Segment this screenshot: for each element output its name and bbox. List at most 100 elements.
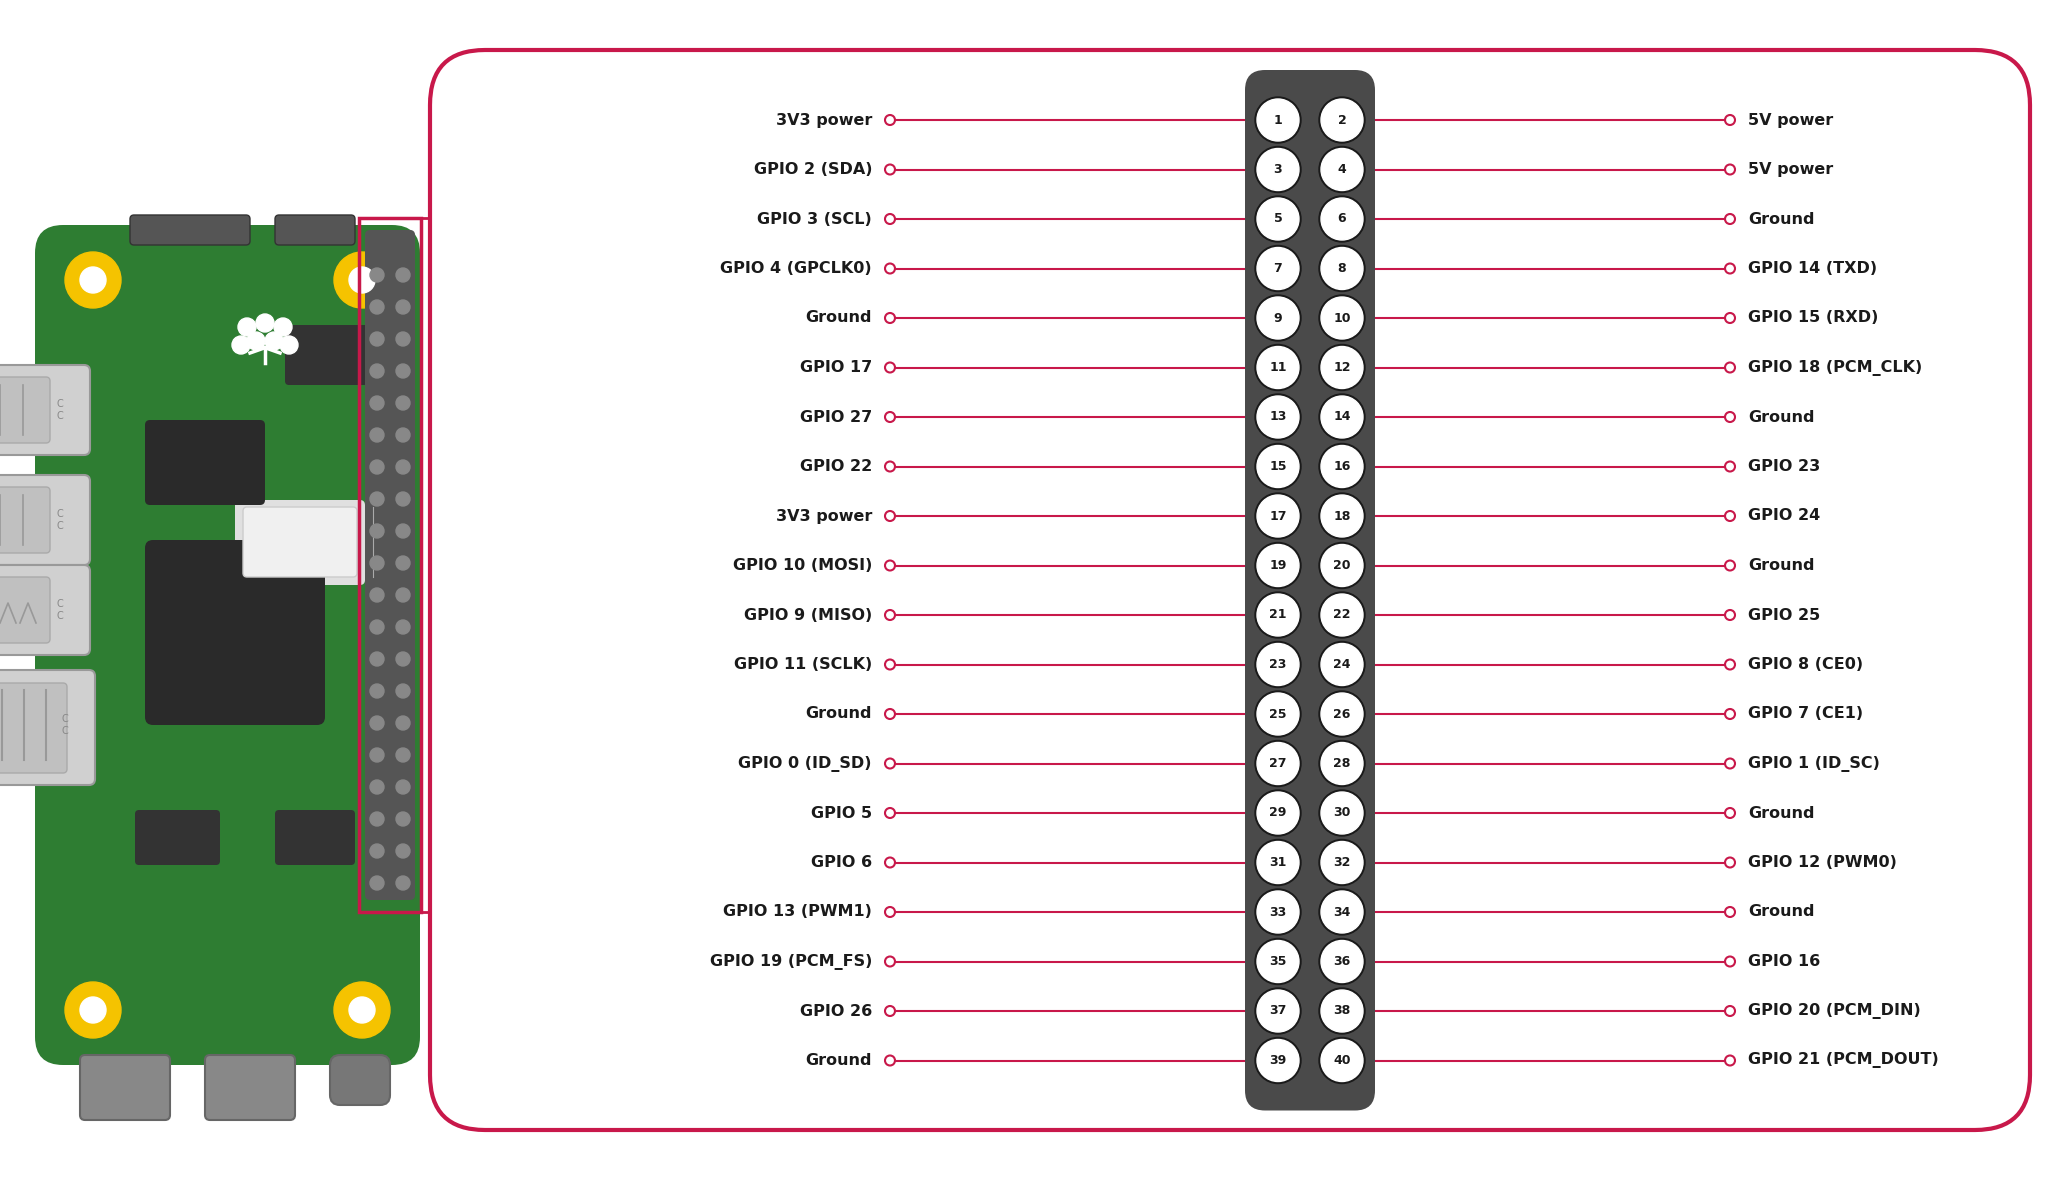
Circle shape bbox=[1257, 841, 1298, 884]
Circle shape bbox=[396, 460, 411, 474]
Text: 5V power: 5V power bbox=[1748, 162, 1833, 177]
Circle shape bbox=[1319, 443, 1364, 489]
Circle shape bbox=[1257, 544, 1298, 587]
FancyBboxPatch shape bbox=[0, 683, 66, 773]
Text: GPIO 21 (PCM_DOUT): GPIO 21 (PCM_DOUT) bbox=[1748, 1052, 1938, 1069]
Circle shape bbox=[1319, 889, 1364, 935]
Text: GPIO 27: GPIO 27 bbox=[799, 410, 871, 424]
FancyBboxPatch shape bbox=[1245, 70, 1375, 1110]
Circle shape bbox=[1319, 97, 1364, 143]
Text: 8: 8 bbox=[1337, 262, 1346, 275]
Circle shape bbox=[264, 332, 283, 350]
Text: 32: 32 bbox=[1333, 856, 1350, 869]
Text: 34: 34 bbox=[1333, 905, 1350, 918]
FancyBboxPatch shape bbox=[275, 811, 355, 865]
Circle shape bbox=[1255, 493, 1300, 539]
Circle shape bbox=[1255, 393, 1300, 440]
Circle shape bbox=[1255, 443, 1300, 489]
Text: 6: 6 bbox=[1337, 212, 1346, 225]
Circle shape bbox=[1321, 446, 1362, 487]
Text: GPIO 16: GPIO 16 bbox=[1748, 954, 1820, 969]
Circle shape bbox=[334, 252, 390, 308]
Text: 20: 20 bbox=[1333, 559, 1350, 572]
Circle shape bbox=[369, 876, 384, 890]
FancyBboxPatch shape bbox=[0, 565, 91, 655]
Text: 13: 13 bbox=[1269, 410, 1286, 423]
FancyBboxPatch shape bbox=[80, 1055, 169, 1120]
Circle shape bbox=[369, 556, 384, 570]
Text: 16: 16 bbox=[1333, 460, 1350, 473]
Circle shape bbox=[396, 780, 411, 794]
Text: GPIO 8 (CE0): GPIO 8 (CE0) bbox=[1748, 656, 1864, 672]
Circle shape bbox=[396, 556, 411, 570]
FancyBboxPatch shape bbox=[0, 475, 91, 565]
Text: GPIO 10 (MOSI): GPIO 10 (MOSI) bbox=[733, 558, 871, 574]
Circle shape bbox=[396, 588, 411, 602]
Circle shape bbox=[1319, 295, 1364, 341]
Circle shape bbox=[237, 318, 256, 337]
Circle shape bbox=[1319, 245, 1364, 292]
Circle shape bbox=[64, 982, 122, 1038]
Text: 36: 36 bbox=[1333, 955, 1350, 968]
Text: 27: 27 bbox=[1269, 757, 1286, 770]
Circle shape bbox=[1255, 245, 1300, 292]
Circle shape bbox=[396, 524, 411, 538]
Circle shape bbox=[1257, 396, 1298, 438]
Circle shape bbox=[1255, 939, 1300, 985]
Circle shape bbox=[396, 268, 411, 282]
Text: GPIO 25: GPIO 25 bbox=[1748, 608, 1820, 622]
Circle shape bbox=[369, 844, 384, 858]
Circle shape bbox=[369, 428, 384, 442]
Circle shape bbox=[1255, 790, 1300, 835]
Circle shape bbox=[369, 460, 384, 474]
Text: GPIO 18 (PCM_CLK): GPIO 18 (PCM_CLK) bbox=[1748, 359, 1922, 376]
Circle shape bbox=[1255, 1038, 1300, 1083]
Circle shape bbox=[1257, 148, 1298, 191]
Circle shape bbox=[396, 364, 411, 378]
Text: GPIO 9 (MISO): GPIO 9 (MISO) bbox=[743, 608, 871, 622]
FancyBboxPatch shape bbox=[330, 1055, 390, 1104]
Text: 38: 38 bbox=[1333, 1005, 1350, 1018]
Text: GPIO 15 (RXD): GPIO 15 (RXD) bbox=[1748, 310, 1878, 326]
Circle shape bbox=[1257, 446, 1298, 487]
Text: GPIO 12 (PWM0): GPIO 12 (PWM0) bbox=[1748, 856, 1897, 870]
FancyBboxPatch shape bbox=[144, 540, 324, 725]
Circle shape bbox=[1321, 495, 1362, 537]
Text: 10: 10 bbox=[1333, 312, 1350, 325]
Circle shape bbox=[396, 428, 411, 442]
Text: 3: 3 bbox=[1273, 164, 1282, 177]
Circle shape bbox=[1321, 148, 1362, 191]
Text: GPIO 6: GPIO 6 bbox=[811, 856, 871, 870]
FancyBboxPatch shape bbox=[0, 365, 91, 455]
Circle shape bbox=[1257, 693, 1298, 735]
Circle shape bbox=[396, 748, 411, 762]
Text: 18: 18 bbox=[1333, 510, 1350, 523]
Text: 30: 30 bbox=[1333, 807, 1350, 820]
Circle shape bbox=[369, 620, 384, 634]
Text: GPIO 5: GPIO 5 bbox=[811, 806, 871, 820]
Text: 4: 4 bbox=[1337, 164, 1346, 177]
Circle shape bbox=[1255, 345, 1300, 391]
Circle shape bbox=[396, 332, 411, 346]
Text: GPIO 26: GPIO 26 bbox=[799, 1004, 871, 1018]
FancyBboxPatch shape bbox=[0, 377, 50, 443]
Circle shape bbox=[1319, 839, 1364, 885]
Circle shape bbox=[80, 997, 105, 1023]
Circle shape bbox=[1255, 543, 1300, 589]
Circle shape bbox=[1321, 198, 1362, 241]
Circle shape bbox=[1257, 743, 1298, 784]
Circle shape bbox=[1319, 691, 1364, 737]
Text: 15: 15 bbox=[1269, 460, 1286, 473]
FancyBboxPatch shape bbox=[130, 214, 250, 245]
FancyBboxPatch shape bbox=[275, 214, 355, 245]
Circle shape bbox=[349, 267, 376, 293]
Circle shape bbox=[1257, 1039, 1298, 1082]
Text: Ground: Ground bbox=[805, 1053, 871, 1068]
Circle shape bbox=[275, 318, 291, 337]
FancyBboxPatch shape bbox=[204, 1055, 295, 1120]
Text: GPIO 11 (SCLK): GPIO 11 (SCLK) bbox=[733, 656, 871, 672]
Circle shape bbox=[369, 492, 384, 506]
FancyBboxPatch shape bbox=[365, 230, 415, 899]
FancyBboxPatch shape bbox=[35, 225, 419, 1065]
Circle shape bbox=[1319, 592, 1364, 638]
